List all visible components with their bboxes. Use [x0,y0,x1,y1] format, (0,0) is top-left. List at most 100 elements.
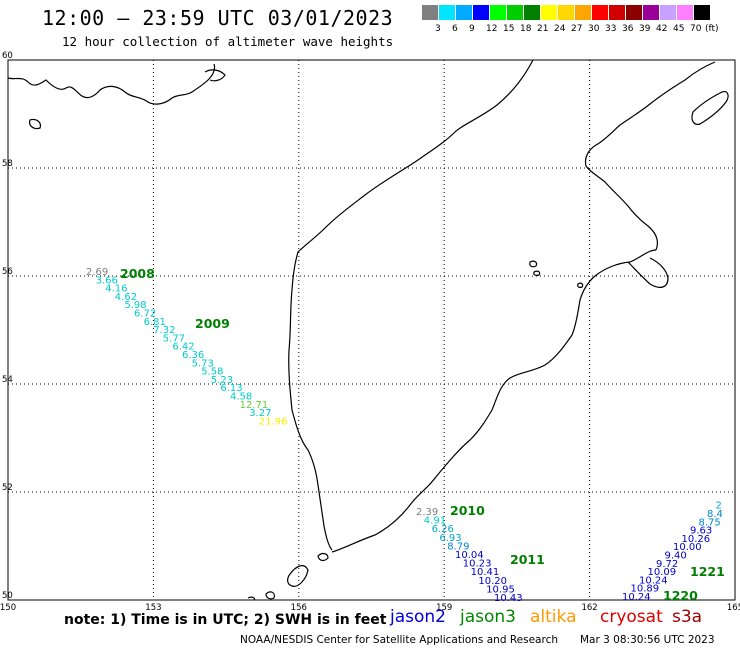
lon-tick-label: 150 [0,603,16,613]
lat-tick-label: 52 [2,483,13,493]
mission-label-jason3: jason3 [460,607,516,627]
swh-value: 5.23 [211,375,233,386]
paramushir-island [287,565,309,587]
legend-swatch [507,5,524,20]
legend-swatch [626,5,643,20]
swh-value: 9.63 [690,526,712,537]
lon-tick-label: 159 [436,603,452,613]
swh-value: 5.98 [124,300,146,311]
kuril-islet-1 [265,591,275,600]
swh-value: 7.32 [153,325,175,336]
swh-value: 5.73 [192,358,214,369]
swh-value: 10.00 [673,542,702,553]
coastline [7,59,729,601]
commander-islet-1 [529,260,538,268]
legend-swatch [694,5,711,20]
legend-label: 6 [452,24,458,34]
lat-tick-label: 54 [2,375,13,385]
legend-label: 24 [554,24,566,34]
swh-value: 4.91 [424,516,446,527]
legend-label: 27 [571,24,583,34]
legend-label: 9 [469,24,475,34]
swh-value: 5.77 [163,333,185,344]
legend-unit: (ft) [705,24,719,34]
karaginsky-island [691,91,729,125]
pass-time-label: 2008 [120,266,155,281]
legend-label: 15 [503,24,515,34]
legend-swatch [677,5,694,20]
legend-swatch [473,5,490,20]
mainland-coast-nw [7,63,216,105]
swh-value: 10.23 [463,559,492,570]
legend-label: 36 [622,24,634,34]
lat-tick-label: 50 [2,591,13,601]
swh-value: 6.93 [439,533,461,544]
swh-value: 6.13 [220,383,242,394]
swh-value: 4.62 [115,292,137,303]
page-title: 12:00 – 23:59 UTC 03/01/2023 [42,6,394,30]
swh-value: 10.43 [494,593,523,604]
swh-value: 21.96 [259,416,288,427]
mission-label-s3a: s3a [672,607,703,627]
swh-value: 10.24 [622,592,651,603]
mission-label-cryosat: cryosat [600,607,663,627]
swh-value: 9.72 [656,559,678,570]
swh-value: 10.24 [639,575,668,586]
swh-value: 6.36 [182,350,204,361]
swh-value: 10.09 [648,567,677,578]
legend-swatch [609,5,626,20]
legend-label: 3 [435,24,441,34]
koni-peninsula [204,69,226,82]
swh-value: 2 [716,501,722,512]
legend-label: 39 [639,24,651,34]
lon-tick-label: 156 [291,603,307,613]
legend-swatch [422,5,439,20]
swh-value: 10.89 [631,584,660,595]
lat-tick-label: 56 [2,267,13,277]
mission-label-jason2: jason2 [390,607,446,627]
swh-value: 6.72 [134,309,156,320]
swh-value: 10.26 [682,534,711,545]
kamchatka-west-coast [288,59,534,551]
legend-label: 18 [520,24,532,34]
legend-swatch [541,5,558,20]
swh-value: 8.79 [447,541,469,552]
mission-label-altika: altika [530,607,577,627]
swh-value: 6.42 [172,342,194,353]
pass-time-label: 2009 [195,316,230,331]
shumshu-island [317,552,329,562]
legend-label: 45 [673,24,685,34]
footer-note: note: 1) Time is in UTC; 2) SWH is in fe… [64,612,387,628]
legend-swatch [575,5,592,20]
mainland-islet-1 [29,118,41,130]
lat-tick-label: 58 [2,159,13,169]
map-frame [7,59,736,601]
axis-labels: 150 153 156 159 162 165 60 58 56 54 52 50 [0,51,740,613]
swh-value: 10.95 [486,584,515,595]
swh-value: 12.71 [240,400,269,411]
pass-time-label: 2011 [510,552,545,567]
kamchatka-south-east-coast [331,249,657,553]
legend-swatch [524,5,541,20]
swh-value: 10.41 [471,567,500,578]
legend-label: 21 [537,24,549,34]
credit-text: NOAA/NESDIS Center for Satellite Applica… [240,634,558,646]
swh-value: 10.20 [478,576,507,587]
legend-label: 70 [690,24,702,34]
swh-value: 3.27 [249,408,271,419]
swh-value: 6.81 [144,317,166,328]
swh-value: 8.4 [707,509,723,520]
lon-tick-label: 153 [145,603,161,613]
swh-value: 4.58 [230,392,252,403]
legend-label: 42 [656,24,668,34]
swh-value: 9.40 [665,551,687,562]
legend-swatch [592,5,609,20]
swh-value: 8.75 [699,517,721,528]
legend-swatch [643,5,660,20]
swh-value: 10.04 [455,550,484,561]
swh-value: 4.16 [105,284,127,295]
legend-label: 12 [486,24,498,34]
page-subtitle: 12 hour collection of altimeter wave hei… [62,34,394,49]
